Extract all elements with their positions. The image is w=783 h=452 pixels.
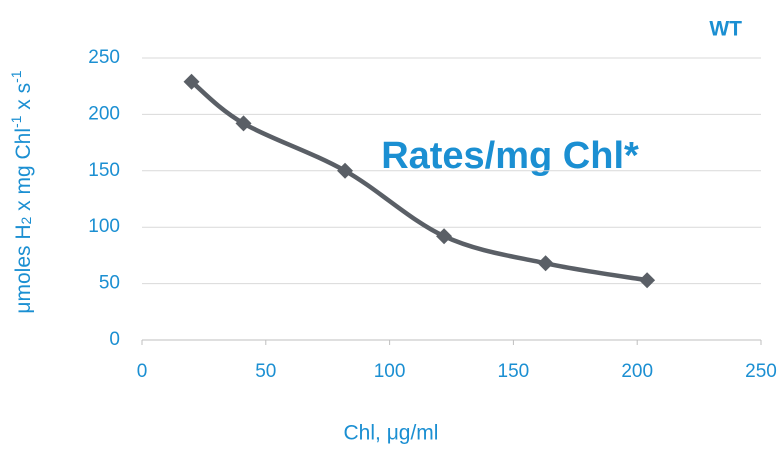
marker [639,272,656,289]
y-axis-label-part: μmoles H [12,224,35,313]
y-tick-label: 250 [88,47,120,68]
marker [436,228,453,245]
y-tick-label: 200 [88,103,120,124]
x-tick-label: 50 [255,361,276,382]
y-axis-label: μmoles H2 x mg Chl-1 x s-1 [8,70,34,313]
x-tick-label: 200 [621,361,653,382]
marker [235,115,252,132]
x-tick-label: 150 [498,361,530,382]
y-tick-label: 50 [99,273,120,294]
y-tick-label: 0 [109,329,120,350]
y-tick-label: 150 [88,160,120,181]
marker [537,255,554,272]
x-tick-label: 100 [374,361,406,382]
marker [183,73,200,90]
y-tick-label: 100 [88,216,120,237]
y-axis-label-part: -1 [8,115,24,128]
x-tick-label: 250 [745,361,777,382]
x-axis-label: Chl, μg/ml [344,422,439,445]
y-axis-label-part: -1 [8,70,24,83]
data-line [190,79,648,283]
marker [337,162,354,179]
annotation: Rates/mg Chl* [381,135,639,177]
y-axis-label-part: x s [12,83,35,116]
x-tick-label: 0 [137,361,148,382]
y-axis-label-part: 2 [18,216,34,224]
corner-label: WT [709,18,742,41]
y-axis-label-part: x mg Chl [12,128,35,217]
